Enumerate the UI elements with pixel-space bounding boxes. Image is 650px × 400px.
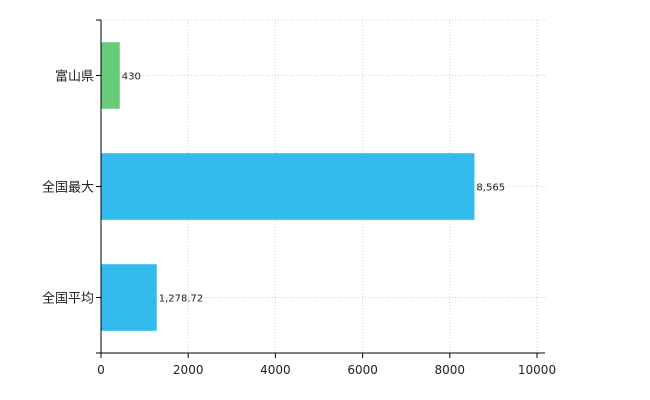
axes <box>96 19 545 358</box>
bars <box>101 42 475 331</box>
x-tick-label: 4000 <box>260 363 291 377</box>
x-tick-label: 2000 <box>173 363 204 377</box>
category-label: 全国平均 <box>42 291 94 307</box>
x-tick-label: 10000 <box>518 363 556 377</box>
x-tick-label: 8000 <box>435 363 466 377</box>
bar <box>101 42 120 109</box>
data-label: 430 <box>122 72 141 83</box>
data-label: 1,278.72 <box>159 294 204 305</box>
bar <box>101 153 475 220</box>
category-label: 全国最大 <box>42 180 94 196</box>
x-tick-label: 0 <box>97 363 105 377</box>
data-label: 8,565 <box>476 183 505 194</box>
bar <box>101 264 157 331</box>
labels: 430 富山県 8,565 全国最大 1,278.72 全国平均 0 2000 4000 6000… <box>42 69 556 378</box>
category-label: 富山県 <box>55 69 94 85</box>
x-tick-label: 6000 <box>347 363 378 377</box>
